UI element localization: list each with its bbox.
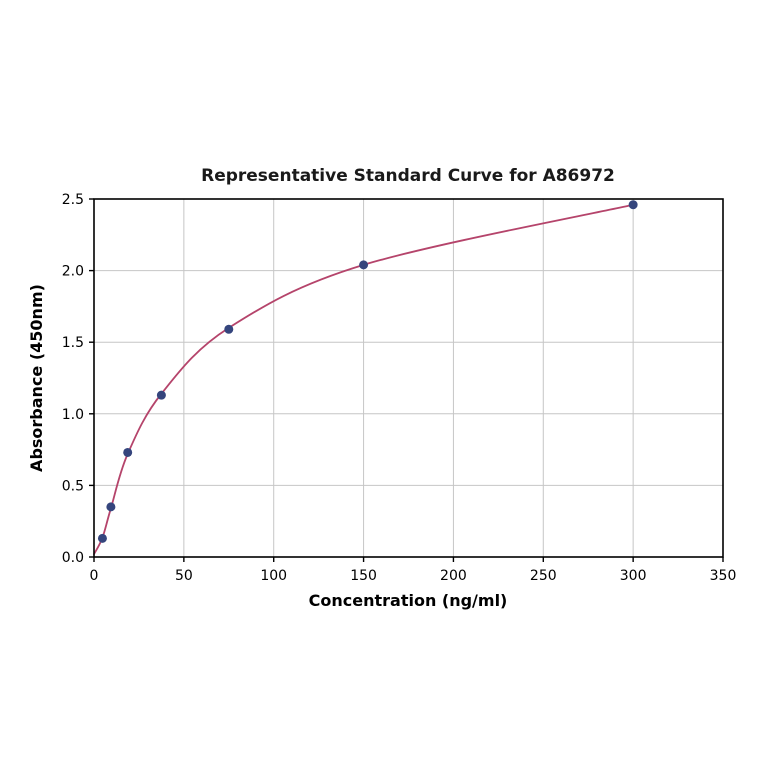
y-axis-label: Absorbance (450nm)	[27, 284, 46, 472]
x-tick-label: 150	[350, 568, 377, 584]
x-tick-label: 250	[530, 568, 557, 584]
x-axis-label: Concentration (ng/ml)	[309, 591, 508, 610]
fit-curve	[93, 203, 635, 556]
x-tick-label: 0	[90, 568, 99, 584]
y-tick-label: 1.0	[62, 407, 84, 423]
data-point-marker	[359, 260, 369, 270]
y-tick-label: 2.0	[62, 264, 84, 280]
x-tick-label: 300	[620, 568, 647, 584]
data-point-marker	[123, 447, 133, 457]
data-point-marker	[106, 502, 116, 512]
chart-title: Representative Standard Curve for A86972	[201, 166, 615, 186]
y-tick-label: 0.0	[62, 550, 84, 566]
x-tick-label: 100	[260, 568, 287, 584]
y-tick-label: 2.5	[62, 192, 84, 208]
data-point-marker	[156, 390, 166, 400]
y-tick-label: 1.5	[62, 335, 84, 351]
data-point-marker	[628, 200, 638, 210]
x-tick-label: 200	[440, 568, 467, 584]
tick-labels: 0 50 100 150 200 250 300 350 0.0 0.5 1.0 1.5 2.0 2.5	[62, 192, 737, 584]
x-tick-label: 350	[710, 568, 737, 584]
axis-ticks	[89, 198, 724, 562]
y-tick-label: 0.5	[62, 478, 84, 494]
plot-border	[93, 198, 724, 558]
data-point-marker	[224, 324, 234, 334]
data-points	[97, 200, 638, 543]
data-point-marker	[97, 533, 107, 543]
x-tick-label: 50	[175, 568, 193, 584]
